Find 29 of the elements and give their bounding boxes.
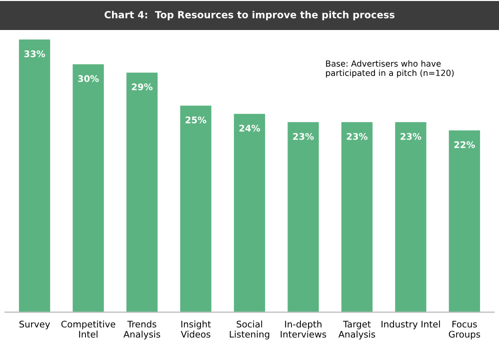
data-label: 30% [78,75,99,82]
bar [341,122,373,312]
x-tick-label: Insight Videos [180,320,211,338]
x-tick-label: Competitive Intel [61,320,116,338]
data-label: 29% [132,83,153,90]
data-label: 22% [454,141,475,148]
annotation: Base: Advertisers who have participated in a pitch (n=120) [326,60,454,78]
data-label: 23% [346,133,368,140]
bar [395,122,426,312]
x-tick-label: Focus Groups [448,320,480,340]
bar [18,40,50,312]
bar [234,114,266,312]
bar [448,130,480,312]
data-label: 23% [293,133,314,140]
x-tick-label: In-depth Interviews [280,320,326,338]
bar [126,72,158,312]
data-label: 33% [24,50,46,58]
chart-title: Chart 4: Top Resources to improve the pitch process [104,10,394,20]
x-tick-label: Target Analysis [338,320,376,340]
x-tick-label: Social Listening [230,320,270,340]
x-tick-label: Industry Intel [382,320,440,330]
x-tick-label: Trends Analysis [123,320,160,340]
data-label: 24% [239,124,260,132]
data-label: 23% [400,133,422,140]
x-tick-label: Survey [19,320,50,330]
bar [288,122,319,312]
bar [180,106,212,312]
bar [72,64,104,312]
data-label: 25% [186,116,206,124]
